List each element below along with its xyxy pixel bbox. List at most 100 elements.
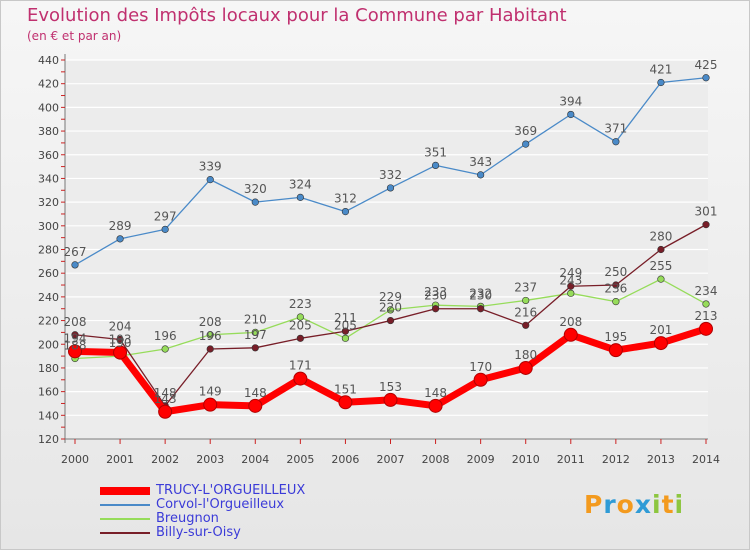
data-label: 193	[109, 333, 132, 347]
legend-label: TRUCY-L'ORGUEILLEUX	[156, 483, 306, 498]
data-point	[518, 360, 533, 375]
data-label: 280	[649, 230, 672, 244]
data-point	[206, 345, 214, 353]
data-label: 425	[695, 58, 718, 72]
data-point	[296, 334, 304, 342]
data-label: 234	[695, 284, 718, 298]
y-tick-label: 440	[38, 54, 59, 67]
data-point	[161, 345, 169, 353]
data-point	[341, 334, 350, 342]
data-label: 369	[514, 124, 537, 138]
data-point	[341, 327, 350, 335]
legend: TRUCY-L'ORGUEILLEUX Corvol-l'Orgueilleux…	[100, 484, 305, 540]
x-tick-label: 2012	[602, 453, 630, 466]
logo-letter: t	[661, 490, 675, 519]
data-point	[203, 397, 218, 412]
data-label: 232	[469, 286, 492, 300]
legend-label: Breugnon	[156, 511, 219, 526]
legend-item-corvol: Corvol-l'Orgueilleux	[100, 498, 305, 512]
data-label: 194	[64, 331, 87, 345]
data-point	[612, 281, 620, 289]
data-point	[567, 289, 575, 297]
data-point	[71, 331, 79, 339]
data-point	[612, 298, 620, 306]
data-label: 208	[559, 315, 582, 329]
data-label: 213	[695, 309, 718, 323]
data-label: 196	[199, 329, 222, 343]
data-label: 171	[289, 359, 312, 373]
data-point	[116, 235, 124, 243]
data-point	[608, 343, 623, 358]
legend-item-trucy: TRUCY-L'ORGUEILLEUX	[100, 484, 305, 498]
data-point	[206, 331, 214, 339]
x-tick-label: 2006	[331, 453, 359, 466]
data-label: 151	[334, 382, 357, 396]
data-label: 249	[559, 266, 582, 280]
data-label: 394	[559, 94, 582, 108]
x-tick-label: 2013	[647, 453, 675, 466]
x-tick-label: 2004	[241, 453, 269, 466]
x-tick-label: 2005	[286, 453, 314, 466]
data-point	[522, 296, 530, 305]
y-tick-label: 200	[38, 338, 59, 351]
y-tick-label: 240	[38, 291, 59, 304]
legend-swatch-trucy	[100, 487, 150, 495]
data-point	[702, 300, 710, 308]
legend-swatch-breugnon	[100, 518, 150, 520]
data-label: 324	[289, 177, 312, 191]
data-label: 190	[109, 336, 132, 350]
data-label: 229	[379, 290, 402, 304]
data-label: 343	[469, 155, 492, 169]
logo-letter: P	[584, 490, 604, 519]
data-point	[563, 327, 578, 342]
data-label: 188	[64, 338, 87, 352]
data-label: 149	[199, 385, 222, 399]
legend-label: Corvol-l'Orgueilleux	[156, 497, 285, 512]
data-point	[161, 225, 169, 233]
data-label: 208	[199, 315, 222, 329]
data-label: 339	[199, 160, 222, 174]
data-point	[68, 344, 82, 359]
logo-letter: x	[634, 490, 652, 519]
data-label: 196	[154, 329, 177, 343]
data-label: 153	[379, 380, 402, 394]
data-label: 312	[334, 192, 357, 206]
y-tick-label: 340	[38, 172, 59, 185]
data-point	[296, 313, 304, 321]
y-tick-label: 140	[38, 409, 59, 422]
data-point	[522, 140, 530, 148]
data-label: 148	[244, 386, 267, 400]
logo-letter: i	[652, 490, 662, 519]
data-label: 351	[424, 145, 447, 159]
data-label: 421	[649, 63, 672, 77]
x-tick-label: 2010	[512, 453, 540, 466]
data-point	[522, 321, 530, 329]
x-tick-label: 2008	[422, 453, 450, 466]
data-label: 208	[64, 315, 87, 329]
y-tick-label: 300	[38, 220, 59, 233]
data-label: 148	[154, 386, 177, 400]
proxiti-logo: Proxiti	[584, 490, 684, 519]
data-label: 230	[469, 289, 492, 303]
data-label: 210	[244, 312, 267, 326]
x-tick-label: 2001	[106, 453, 134, 466]
legend-item-billy: Billy-sur-Oisy	[100, 526, 305, 540]
data-label: 230	[424, 289, 447, 303]
x-tick-label: 2011	[557, 453, 585, 466]
data-point	[116, 335, 124, 344]
x-tick-label: 2000	[61, 453, 89, 466]
data-point	[293, 371, 308, 386]
data-point	[567, 110, 575, 119]
y-tick-label: 400	[38, 101, 59, 114]
y-tick-label: 280	[38, 244, 59, 257]
data-point	[702, 221, 710, 229]
data-label: 205	[289, 318, 312, 332]
data-label: 204	[109, 320, 132, 334]
data-label: 237	[514, 280, 537, 294]
data-point	[206, 176, 214, 184]
data-label: 223	[289, 297, 312, 311]
data-point	[386, 306, 395, 314]
data-label: 205	[334, 318, 357, 332]
data-point	[251, 328, 259, 337]
data-point	[657, 275, 665, 283]
